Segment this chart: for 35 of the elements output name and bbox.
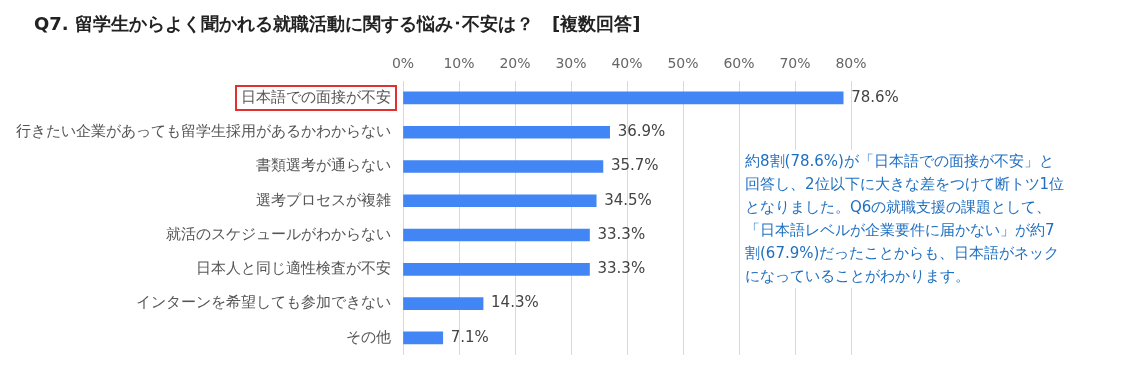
y-tick-label: 選考プロセスが複雑 bbox=[256, 190, 391, 209]
x-tick-label: 70% bbox=[779, 55, 811, 72]
data-label: 7.1% bbox=[450, 327, 489, 346]
x-tick-label: 20% bbox=[499, 55, 531, 72]
bar bbox=[403, 160, 604, 173]
x-tick-label: 10% bbox=[443, 55, 475, 72]
bar bbox=[403, 91, 844, 105]
x-tick-label: 40% bbox=[611, 55, 643, 72]
bar bbox=[403, 331, 444, 345]
y-tick-label: 就活のスケジュールがわからない bbox=[166, 224, 391, 243]
y-tick-label: 行きたい企業があっても留学生採用があるかわからない bbox=[16, 122, 391, 141]
y-tick-label: 日本語での面接が不安 bbox=[241, 87, 391, 106]
annotation: 約8割(78.6%)が「日本語での面接が不安」と回答し、2位以下に大きな差をつけて断トツ1位となりました。Q6の就職支援の課題として、「日本語レベルが企業要件に届かない」が約7割(67.9%)だったことからも、日本語がネックになっていることがわかります。 bbox=[745, 150, 1065, 288]
data-label: 33.3% bbox=[597, 224, 646, 243]
y-tick-label: インターンを希望しても参加できない bbox=[136, 293, 391, 312]
bar bbox=[403, 125, 610, 139]
data-label: 78.6% bbox=[851, 87, 899, 106]
data-label: 33.3% bbox=[597, 259, 646, 278]
data-label: 35.7% bbox=[610, 156, 659, 175]
data-label: 36.9% bbox=[617, 122, 666, 141]
chart-title: Q7. 留学生からよく聞かれる就職活動に関する悩み･不安は？ [複数回答] bbox=[34, 12, 641, 36]
x-tick-label: 60% bbox=[723, 55, 755, 72]
y-tick-label: その他 bbox=[346, 327, 391, 346]
bar bbox=[403, 228, 590, 242]
x-tick-label: 50% bbox=[667, 55, 699, 72]
bar bbox=[403, 194, 597, 208]
y-tick-label: 日本人と同じ適性検査が不安 bbox=[196, 259, 391, 278]
data-label: 14.3% bbox=[491, 293, 539, 312]
bar bbox=[403, 297, 484, 310]
x-tick-label: 30% bbox=[555, 55, 587, 72]
bar bbox=[403, 262, 590, 276]
x-tick-label: 0% bbox=[391, 55, 415, 72]
x-tick-label: 80% bbox=[835, 55, 867, 72]
data-label: 34.5% bbox=[604, 190, 652, 209]
y-tick-label: 書類選考が通らない bbox=[256, 156, 391, 175]
